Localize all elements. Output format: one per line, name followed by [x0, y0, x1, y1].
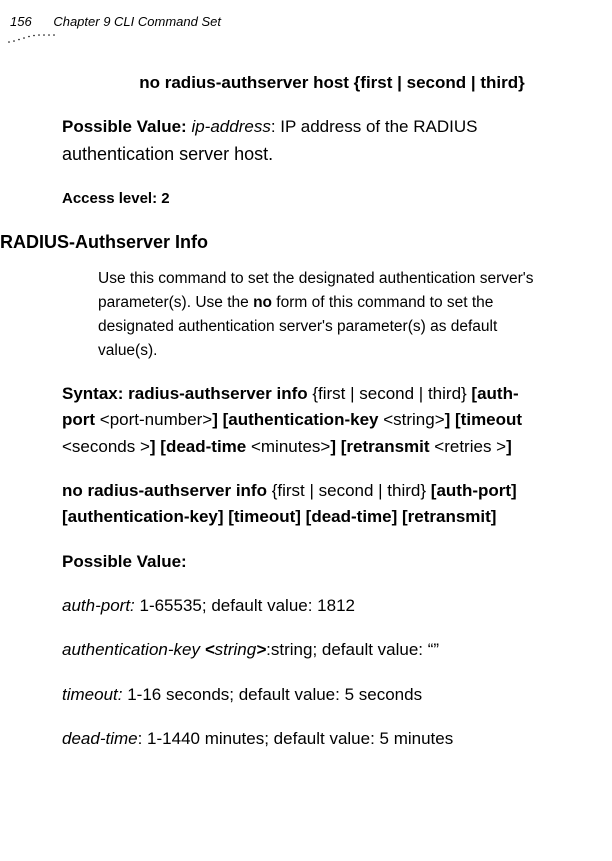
chapter-label: Chapter 9 CLI Command Set: [53, 14, 221, 29]
page-number: 156: [10, 14, 32, 29]
pv-auth-port: auth-port: 1-65535; default value: 1812: [62, 593, 602, 619]
header-dots: [6, 33, 56, 45]
no-command-line: no radius-authserver host {first | secon…: [62, 70, 602, 96]
possible-value-heading: Possible Value:: [62, 549, 602, 575]
possible-value-line2: authentication server host.: [62, 141, 602, 169]
access-level: Access level: 2: [62, 187, 602, 210]
description: Use this command to set the designated a…: [98, 267, 602, 363]
possible-value-line1: Possible Value: ip-address: IP address o…: [62, 114, 602, 140]
pv-timeout: timeout: 1-16 seconds; default value: 5 …: [62, 682, 602, 708]
syntax-block: Syntax: radius-authserver info {first | …: [62, 381, 602, 460]
page-header: 156 Chapter 9 CLI Command Set: [10, 14, 221, 29]
pv-auth-key: authentication-key <string>:string; defa…: [62, 637, 602, 663]
no-syntax-block: no radius-authserver info {first | secon…: [62, 478, 602, 531]
section-title: RADIUS-Authserver Info: [0, 232, 602, 253]
pv-dead-time: dead-time: 1-1440 minutes; default value…: [62, 726, 602, 752]
